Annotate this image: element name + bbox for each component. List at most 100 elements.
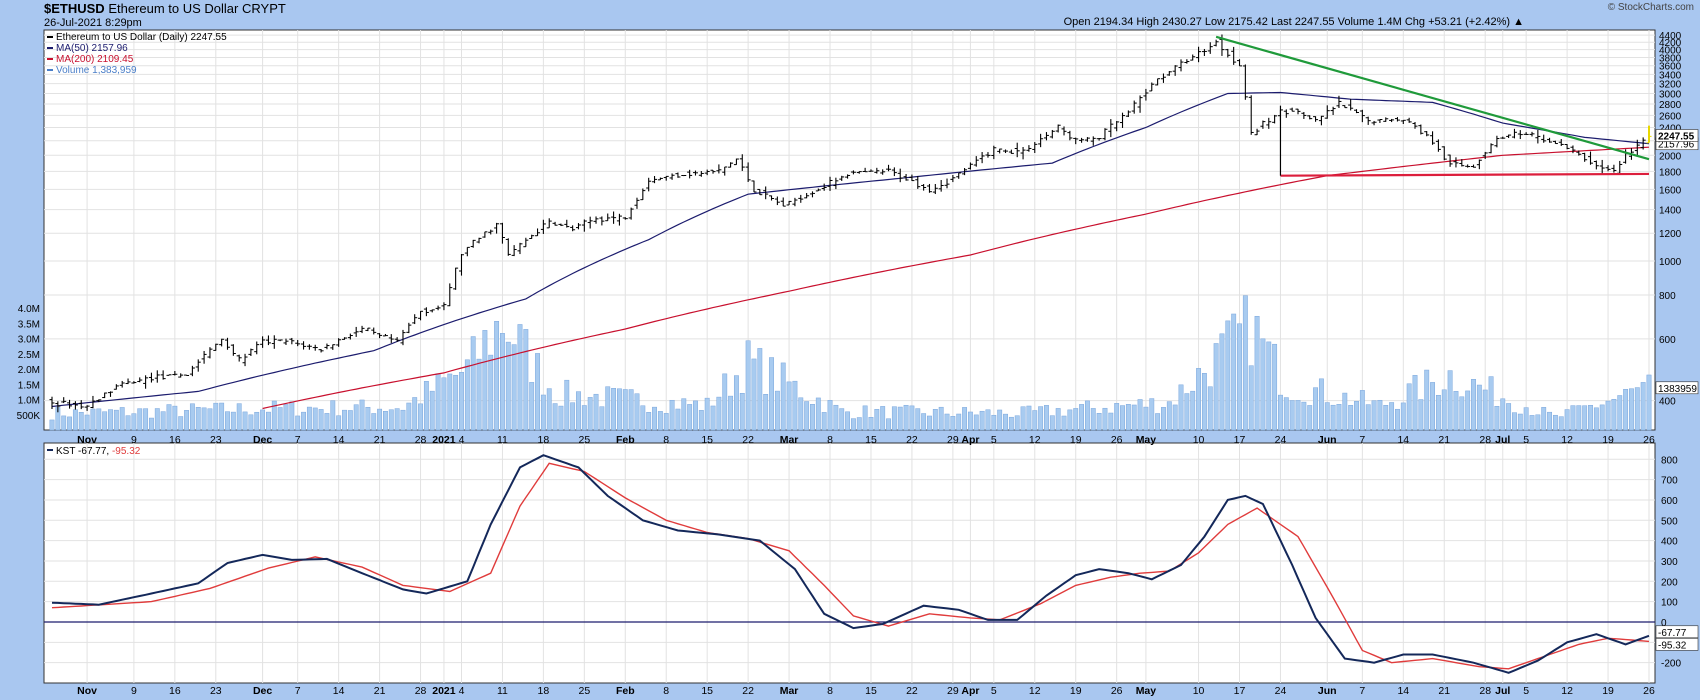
volume-bar bbox=[119, 407, 125, 431]
x-tick-label: Apr bbox=[961, 434, 979, 446]
volume-bar bbox=[880, 406, 886, 431]
volume-bar bbox=[646, 412, 652, 431]
volume-bar bbox=[1260, 338, 1266, 431]
volume-bar bbox=[1131, 404, 1137, 431]
volume-bar bbox=[973, 414, 979, 431]
volume-bar bbox=[78, 412, 84, 431]
x-tick-label: 28 bbox=[1479, 685, 1491, 697]
x-tick-label: Apr bbox=[961, 685, 979, 697]
x-tick-label: 21 bbox=[1438, 434, 1450, 446]
x-tick-label: Jul bbox=[1495, 685, 1510, 697]
volume-bar bbox=[230, 411, 236, 431]
volume-bar bbox=[388, 409, 394, 431]
volume-bar bbox=[1570, 405, 1576, 431]
volume-bar bbox=[1137, 399, 1143, 431]
volume-bar bbox=[693, 400, 698, 431]
x-tick-label: 17 bbox=[1234, 685, 1246, 697]
x-tick-label: Dec bbox=[253, 685, 272, 697]
volume-bar bbox=[318, 409, 324, 431]
x-tick-label: 5 bbox=[991, 434, 997, 446]
volume-bar bbox=[371, 413, 377, 431]
x-tick-label: Jul bbox=[1495, 434, 1510, 446]
x-tick-label: 15 bbox=[865, 434, 877, 446]
volume-bar bbox=[365, 406, 371, 431]
volume-bar bbox=[593, 393, 599, 431]
volume-bar bbox=[1406, 383, 1412, 431]
volume-tick-label: 3.5M bbox=[18, 319, 40, 330]
volume-bar bbox=[850, 418, 856, 431]
volume-bar bbox=[353, 404, 359, 431]
x-tick-label: 7 bbox=[1359, 434, 1365, 446]
volume-bar bbox=[1190, 390, 1196, 431]
volume-tick-label: 1.5M bbox=[18, 380, 40, 391]
price-tick-label: 1600 bbox=[1659, 185, 1682, 196]
volume-bar bbox=[306, 406, 312, 431]
volume-bar bbox=[1184, 393, 1190, 431]
volume-bar bbox=[254, 411, 260, 431]
volume-tick-label: 2.0M bbox=[18, 365, 40, 376]
volume-bar bbox=[1049, 415, 1055, 431]
price-tick-label: 600 bbox=[1659, 335, 1676, 346]
symbol-header: $ETHUSD Ethereum to US Dollar CRYPT bbox=[44, 1, 286, 16]
volume-bar bbox=[377, 408, 383, 431]
volume-bar bbox=[1213, 343, 1219, 431]
x-tick-label: 5 bbox=[1523, 685, 1529, 697]
x-tick-label: 18 bbox=[538, 434, 550, 446]
x-tick-label: 16 bbox=[169, 685, 181, 697]
volume-bar bbox=[236, 403, 242, 431]
volume-bar bbox=[1266, 341, 1272, 431]
volume-bar bbox=[1067, 409, 1073, 431]
kst-tick-label: 800 bbox=[1661, 455, 1678, 466]
kst-last-label-box bbox=[1655, 625, 1699, 639]
volume-bar bbox=[1295, 400, 1301, 431]
volume-bar bbox=[102, 411, 108, 431]
volume-bar bbox=[529, 382, 535, 431]
volume-bar bbox=[1038, 406, 1044, 431]
volume-bar bbox=[1008, 416, 1014, 431]
brand-link[interactable]: © StockCharts.com bbox=[1607, 2, 1694, 13]
volume-bar bbox=[172, 405, 178, 431]
x-tick-label: 22 bbox=[742, 685, 754, 697]
volume-bar bbox=[1014, 415, 1020, 431]
x-tick-label: 2021 bbox=[432, 685, 456, 697]
volume-bar bbox=[1593, 407, 1599, 431]
volume-bar bbox=[1342, 392, 1348, 431]
x-tick-label: 11 bbox=[497, 685, 508, 697]
volume-bar bbox=[540, 394, 546, 431]
volume-bar bbox=[336, 415, 342, 431]
x-tick-label: 26 bbox=[1643, 434, 1655, 446]
volume-bar bbox=[1196, 368, 1201, 431]
volume-last-label-text: 1383959 bbox=[1658, 384, 1697, 395]
x-tick-label: 21 bbox=[374, 685, 386, 697]
volume-bar bbox=[1535, 414, 1541, 431]
x-tick-label: 16 bbox=[169, 434, 181, 446]
kst-x-axis: Nov 9 16 23 Dec 7 14 21 28 2021 4 11 18 25 Feb 8 15 22 Mar… bbox=[77, 685, 1655, 697]
volume-bar bbox=[997, 409, 1003, 431]
volume-bar bbox=[552, 403, 558, 431]
volume-bar bbox=[1242, 295, 1248, 431]
symbol: $ETHUSD bbox=[44, 1, 105, 16]
volume-bar bbox=[1383, 405, 1389, 431]
volume-bar bbox=[453, 374, 459, 431]
price-tick-label: 3200 bbox=[1659, 80, 1682, 91]
legend-entry: Ethereum to US Dollar (Daily) 2247.55 bbox=[56, 32, 227, 43]
volume-bar bbox=[1447, 370, 1453, 431]
volume-bar bbox=[921, 413, 927, 431]
volume-bar bbox=[189, 403, 195, 431]
volume-bar bbox=[856, 417, 862, 431]
volume-bar bbox=[1634, 387, 1640, 431]
volume-bar bbox=[891, 406, 897, 431]
volume-bar bbox=[1318, 378, 1324, 431]
volume-bar bbox=[1079, 404, 1085, 431]
x-tick-label: 4 bbox=[459, 685, 465, 697]
x-tick-label: 12 bbox=[1561, 434, 1573, 446]
volume-bar bbox=[1201, 373, 1207, 431]
volume-bar bbox=[160, 411, 166, 431]
volume-bar bbox=[1207, 386, 1213, 431]
volume-bar bbox=[558, 405, 564, 431]
legend-entry: MA(50) 2157.96 bbox=[56, 43, 128, 54]
volume-bar bbox=[1055, 408, 1061, 431]
volume-bar bbox=[84, 414, 90, 431]
volume-bar bbox=[505, 341, 511, 431]
volume-bar bbox=[581, 405, 587, 431]
